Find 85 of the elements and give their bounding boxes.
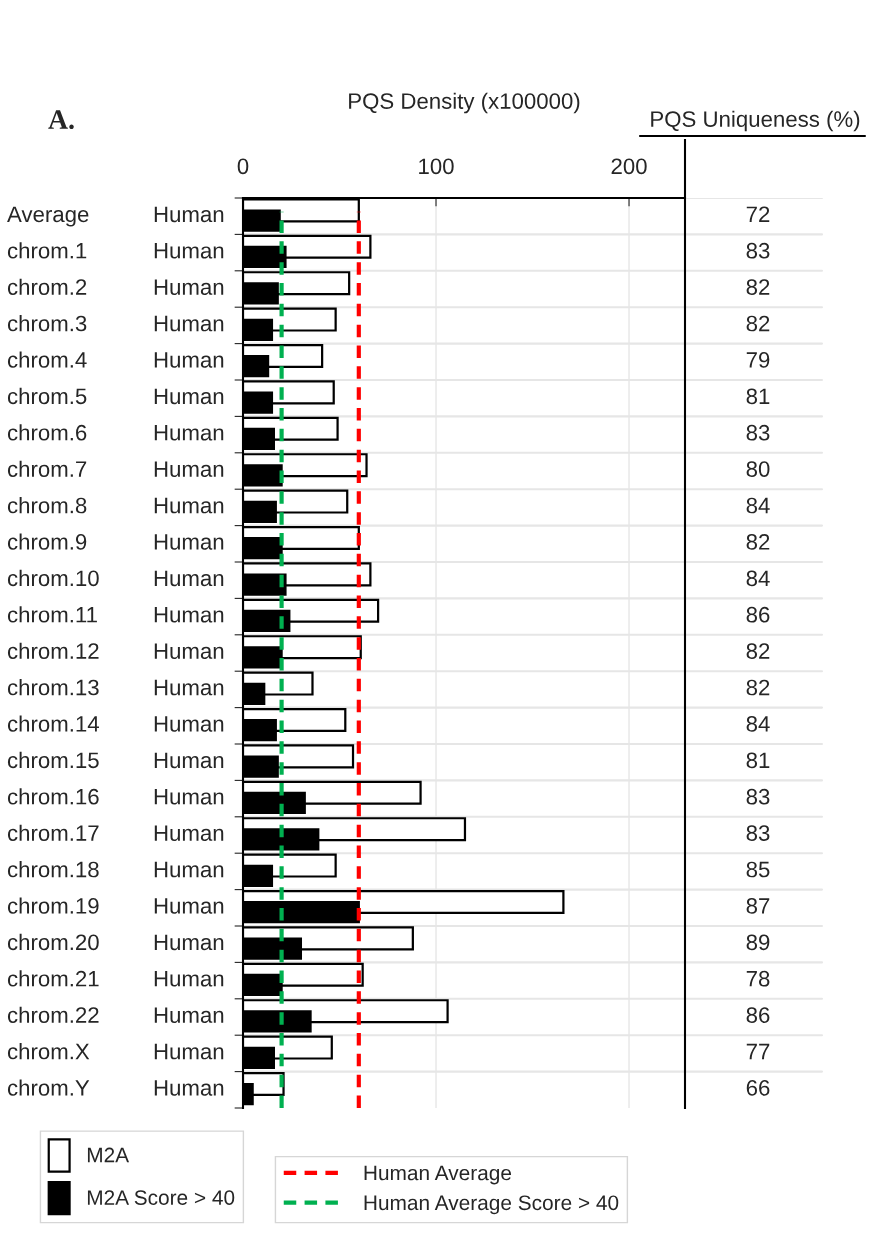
data-label: 86 — [746, 606, 770, 623]
y-tick-label: chrom.14 — [7, 715, 99, 732]
y-tick-label: chrom.13 — [7, 679, 99, 696]
data-label: 87 — [746, 898, 770, 914]
data-label: 83 — [746, 788, 770, 805]
data-label: 83 — [746, 825, 770, 841]
y-tick-label: chrom.15 — [7, 751, 99, 769]
y2-tick-label: Human — [154, 789, 224, 805]
y-tick-label: chrom.17 — [7, 824, 99, 841]
y2-tick-label: Human — [154, 971, 224, 987]
data-label: 84 — [746, 570, 770, 587]
y-tick-label: chrom.22 — [7, 1006, 99, 1023]
y2-tick-label: Human — [154, 1080, 224, 1096]
y-tick-label: chrom.3 — [7, 315, 87, 332]
data-label: 82 — [746, 679, 770, 696]
data-label: 82 — [746, 534, 770, 550]
data-label: 84 — [746, 497, 770, 514]
data-label: 66 — [746, 1080, 770, 1096]
y-tick-label: chrom.5 — [7, 387, 87, 405]
text: PQS Uniqueness (%) — [651, 110, 860, 132]
y2-tick-label: Human — [154, 679, 224, 696]
y-tick-label: chrom.1 — [7, 242, 87, 259]
y2-tick-label: Human — [154, 716, 224, 732]
y-tick-label: chrom.11 — [7, 606, 97, 623]
y-tick-label: chrom.7 — [7, 460, 87, 477]
data-label: 80 — [746, 461, 770, 477]
y-tick-label: chrom.4 — [7, 351, 87, 368]
y2-tick-label: Human — [154, 388, 224, 405]
data-label: 82 — [746, 643, 770, 659]
y-tick-label: chrom.18 — [7, 861, 99, 878]
y2-tick-label: Human — [154, 825, 224, 841]
y2-tick-label: Human — [154, 206, 224, 223]
y2-tick-label: Human — [154, 352, 224, 368]
data-label: 82 — [746, 279, 770, 295]
legend-label: Human Average Score > 40 — [364, 1195, 619, 1215]
legend-label: Human Average — [364, 1165, 512, 1185]
data-label: 77 — [746, 1043, 770, 1060]
legend-label: M2A — [87, 1147, 130, 1163]
y2-tick-label: Human — [154, 570, 224, 587]
x-axis-title: PQS Density (x100000) — [349, 92, 580, 114]
data-label: 79 — [746, 352, 770, 368]
data-label: 83 — [746, 424, 770, 441]
x-tick-label: 200 — [611, 158, 647, 175]
data-label: 83 — [746, 242, 770, 259]
y-tick-label: chrom.Y — [7, 1079, 90, 1096]
y-tick-label: chrom.12 — [7, 642, 99, 659]
y-tick-label: Average — [7, 206, 89, 227]
y2-tick-label: Human — [154, 534, 224, 550]
y2-tick-label: Human — [154, 752, 224, 769]
y-tick-label: chrom.20 — [7, 933, 99, 951]
y2-tick-label: Human — [154, 461, 224, 477]
data-label: 72 — [746, 206, 770, 222]
y-tick-label: chrom.16 — [7, 788, 99, 805]
legend-label: M2A Score > 40 — [87, 1190, 235, 1205]
data-label: 81 — [746, 752, 770, 769]
y-tick-label: chrom.10 — [7, 569, 99, 587]
y2-tick-label: Human — [154, 643, 224, 659]
y-tick-label: chrom.21 — [7, 970, 99, 987]
y-tick-label: chrom.6 — [7, 424, 87, 441]
y2-tick-label: Human — [154, 607, 224, 623]
data-label: 89 — [746, 934, 770, 951]
y-tick-label: chrom.9 — [7, 533, 87, 550]
y2-tick-label: Human — [154, 315, 224, 332]
y-tick-label: chrom.19 — [7, 897, 99, 914]
data-label: 81 — [746, 388, 770, 405]
y2-tick-label: Human — [154, 279, 224, 295]
y2-tick-label: Human — [154, 898, 224, 914]
y2-tick-label: Human — [154, 425, 224, 441]
y2-tick-label: Human — [154, 1043, 224, 1060]
y2-tick-label: Human — [154, 934, 224, 951]
data-label: 86 — [746, 1007, 770, 1023]
y2-tick-label: Human — [154, 1007, 224, 1023]
y-tick-label: chrom.8 — [7, 497, 87, 514]
data-label: 78 — [746, 970, 770, 987]
text: A. — [48, 110, 74, 130]
y2-tick-label: Human — [154, 243, 224, 259]
y-tick-label: chrom.2 — [7, 278, 87, 295]
x-tick-label: 0 — [237, 158, 249, 175]
data-label: 84 — [746, 716, 770, 732]
data-label: 82 — [746, 315, 770, 332]
y2-tick-label: Human — [154, 861, 224, 878]
x-tick-label: 100 — [419, 158, 454, 175]
y-tick-label: chrom.X — [7, 1043, 90, 1060]
data-label: 85 — [746, 861, 770, 878]
y2-tick-label: Human — [154, 497, 224, 514]
